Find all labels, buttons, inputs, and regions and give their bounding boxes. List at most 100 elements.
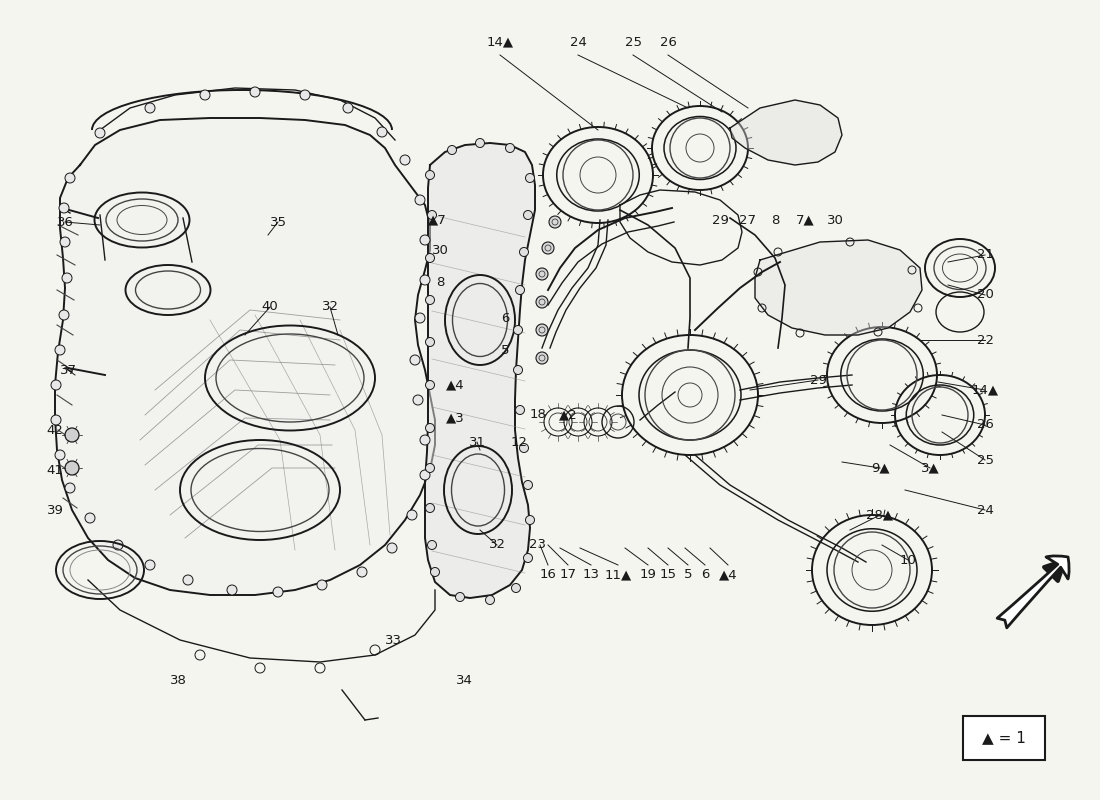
Text: 12: 12: [510, 435, 528, 449]
Circle shape: [524, 554, 532, 562]
Circle shape: [145, 560, 155, 570]
Circle shape: [426, 503, 434, 513]
Text: 17: 17: [560, 569, 576, 582]
Circle shape: [145, 103, 155, 113]
Circle shape: [506, 143, 515, 153]
Circle shape: [426, 295, 434, 305]
Text: 13: 13: [583, 569, 600, 582]
Text: ▲3: ▲3: [446, 411, 464, 425]
Circle shape: [420, 435, 430, 445]
Circle shape: [60, 237, 70, 247]
Bar: [962, 716, 1045, 760]
Text: 7▲: 7▲: [795, 214, 814, 226]
Text: 34: 34: [455, 674, 472, 686]
Circle shape: [426, 463, 434, 473]
Text: 14▲: 14▲: [971, 383, 999, 397]
Text: 29: 29: [810, 374, 826, 386]
Polygon shape: [730, 100, 842, 165]
Text: 19: 19: [639, 569, 657, 582]
Text: 28▲: 28▲: [867, 509, 893, 522]
Circle shape: [227, 585, 236, 595]
Text: 20: 20: [977, 289, 993, 302]
Text: 9▲: 9▲: [871, 462, 889, 474]
Text: 18: 18: [529, 409, 547, 422]
Text: 23: 23: [528, 538, 546, 551]
Text: 24: 24: [570, 35, 586, 49]
Text: 42: 42: [46, 423, 64, 437]
Circle shape: [407, 510, 417, 520]
Text: ▲7: ▲7: [428, 214, 447, 226]
Circle shape: [426, 254, 434, 262]
Polygon shape: [55, 118, 435, 595]
Text: 21: 21: [977, 249, 993, 262]
Circle shape: [400, 155, 410, 165]
Circle shape: [59, 203, 69, 213]
Circle shape: [85, 513, 95, 523]
Circle shape: [475, 138, 484, 147]
Circle shape: [536, 324, 548, 336]
Circle shape: [485, 595, 495, 605]
Text: 38: 38: [169, 674, 186, 686]
Text: ▲ = 1: ▲ = 1: [982, 730, 1025, 746]
Text: 37: 37: [59, 363, 77, 377]
Circle shape: [415, 313, 425, 323]
Circle shape: [250, 87, 260, 97]
Polygon shape: [425, 143, 535, 598]
Text: 6: 6: [701, 569, 710, 582]
Circle shape: [426, 170, 434, 179]
Text: 31: 31: [469, 435, 485, 449]
Text: 14▲: 14▲: [486, 35, 514, 49]
Circle shape: [51, 415, 60, 425]
Circle shape: [410, 355, 420, 365]
Circle shape: [65, 428, 79, 442]
Text: 5: 5: [684, 569, 692, 582]
Circle shape: [519, 247, 528, 257]
Text: 16: 16: [540, 569, 557, 582]
Circle shape: [59, 310, 69, 320]
Text: 39: 39: [46, 503, 64, 517]
Polygon shape: [755, 240, 922, 335]
Text: 8: 8: [436, 275, 444, 289]
Text: ▲2: ▲2: [559, 409, 578, 422]
Circle shape: [526, 174, 535, 182]
Text: 30: 30: [431, 243, 449, 257]
Circle shape: [343, 103, 353, 113]
Text: 40: 40: [262, 301, 278, 314]
Text: ▲4: ▲4: [446, 378, 464, 391]
Circle shape: [51, 380, 60, 390]
Text: 26: 26: [660, 35, 676, 49]
Text: 32: 32: [321, 301, 339, 314]
Circle shape: [516, 406, 525, 414]
Text: 15: 15: [660, 569, 676, 582]
Text: 30: 30: [826, 214, 844, 226]
Circle shape: [183, 575, 192, 585]
Circle shape: [519, 443, 528, 453]
Circle shape: [55, 450, 65, 460]
Circle shape: [428, 210, 437, 219]
Circle shape: [412, 395, 424, 405]
Circle shape: [516, 286, 525, 294]
Text: 35: 35: [270, 215, 286, 229]
Circle shape: [113, 540, 123, 550]
Text: 25: 25: [625, 35, 641, 49]
Circle shape: [536, 268, 548, 280]
Circle shape: [526, 515, 535, 525]
Circle shape: [455, 593, 464, 602]
Text: 10: 10: [900, 554, 916, 566]
Circle shape: [358, 567, 367, 577]
Circle shape: [65, 483, 75, 493]
Circle shape: [524, 210, 532, 219]
Circle shape: [549, 216, 561, 228]
Circle shape: [420, 235, 430, 245]
Circle shape: [420, 470, 430, 480]
Circle shape: [536, 296, 548, 308]
Circle shape: [430, 567, 440, 577]
Text: 8: 8: [771, 214, 779, 226]
Circle shape: [65, 461, 79, 475]
Circle shape: [426, 338, 434, 346]
Text: 6: 6: [500, 311, 509, 325]
Text: 27: 27: [739, 214, 757, 226]
Text: 29: 29: [712, 214, 728, 226]
Circle shape: [536, 352, 548, 364]
Text: 22: 22: [977, 334, 993, 346]
